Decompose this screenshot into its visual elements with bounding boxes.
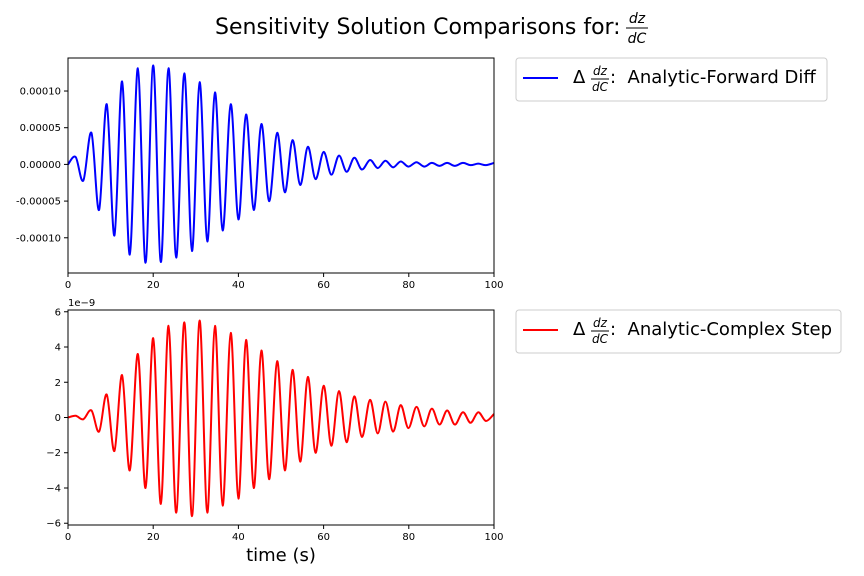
- figure-title: Sensitivity Solution Comparisons for: dz…: [215, 11, 648, 47]
- y-tick-label-1-4: −2: [46, 448, 61, 459]
- x-tick-label-0-0: 0: [65, 280, 71, 291]
- y-tick-label-1-0: 6: [55, 307, 61, 318]
- top-legend-delta: Δ: [573, 67, 586, 88]
- y-tick-label-1-2: 2: [55, 378, 61, 389]
- top-legend-label: : Analytic-Forward Diff: [610, 67, 816, 88]
- x-tick-label-1-1: 20: [147, 532, 160, 543]
- y-tick-label-0-3: -0.00005: [16, 197, 61, 208]
- x-tick-label-0-2: 40: [232, 280, 245, 291]
- x-tick-label-1-0: 0: [65, 532, 71, 543]
- y-offset-text-1: 1e−9: [68, 298, 95, 309]
- top-legend: Δ dz dC : Analytic-Forward Diff: [515, 57, 828, 102]
- x-tick-label-0-5: 100: [484, 280, 503, 291]
- bottom-legend-delta: Δ: [573, 319, 586, 340]
- x-tick-label-1-2: 40: [232, 532, 245, 543]
- series-line-1-0: [67, 319, 495, 518]
- title-text: Sensitivity Solution Comparisons for:: [215, 15, 621, 40]
- x-tick-label-0-3: 60: [317, 280, 330, 291]
- y-tick-label-0-2: 0.00000: [20, 160, 61, 171]
- title-frac-num: dz: [629, 11, 646, 27]
- y-tick-label-1-3: 0: [55, 413, 61, 424]
- bottom-legend-frac-den: dC: [592, 332, 609, 346]
- x-axis-label: time (s): [246, 545, 316, 566]
- x-tick-label-0-1: 20: [147, 280, 160, 291]
- bottom-legend-label: : Analytic-Complex Step: [610, 319, 832, 340]
- top-legend-frac-den: dC: [592, 80, 609, 94]
- bottom-legend-frac-num: dz: [593, 316, 608, 330]
- bottom-legend: Δ dz dC : Analytic-Complex Step: [515, 309, 842, 354]
- top-legend-frac-num: dz: [593, 64, 608, 78]
- top-legend-box: [515, 57, 828, 102]
- y-tick-label-1-1: 4: [55, 343, 61, 354]
- bottom-legend-box: [515, 309, 842, 354]
- title-frac-den: dC: [628, 31, 647, 47]
- y-tick-label-0-1: 0.00005: [20, 123, 61, 134]
- plot-frame-0: [67, 57, 495, 274]
- y-tick-label-0-4: -0.00010: [16, 233, 61, 244]
- y-tick-label-0-0: 0.00010: [20, 87, 61, 98]
- x-tick-label-1-5: 100: [484, 532, 503, 543]
- top-plot: 0 20 40 60 80 100 0.00010 0.00005 0.00000 -0.0000…: [16, 57, 504, 291]
- x-tick-label-1-3: 60: [317, 532, 330, 543]
- y-tick-label-1-5: −4: [46, 483, 61, 494]
- y-tick-label-1-6: −6: [46, 519, 61, 530]
- x-tick-label-1-4: 80: [402, 532, 415, 543]
- x-tick-label-0-4: 80: [402, 280, 415, 291]
- series-line-0-0: [67, 64, 495, 264]
